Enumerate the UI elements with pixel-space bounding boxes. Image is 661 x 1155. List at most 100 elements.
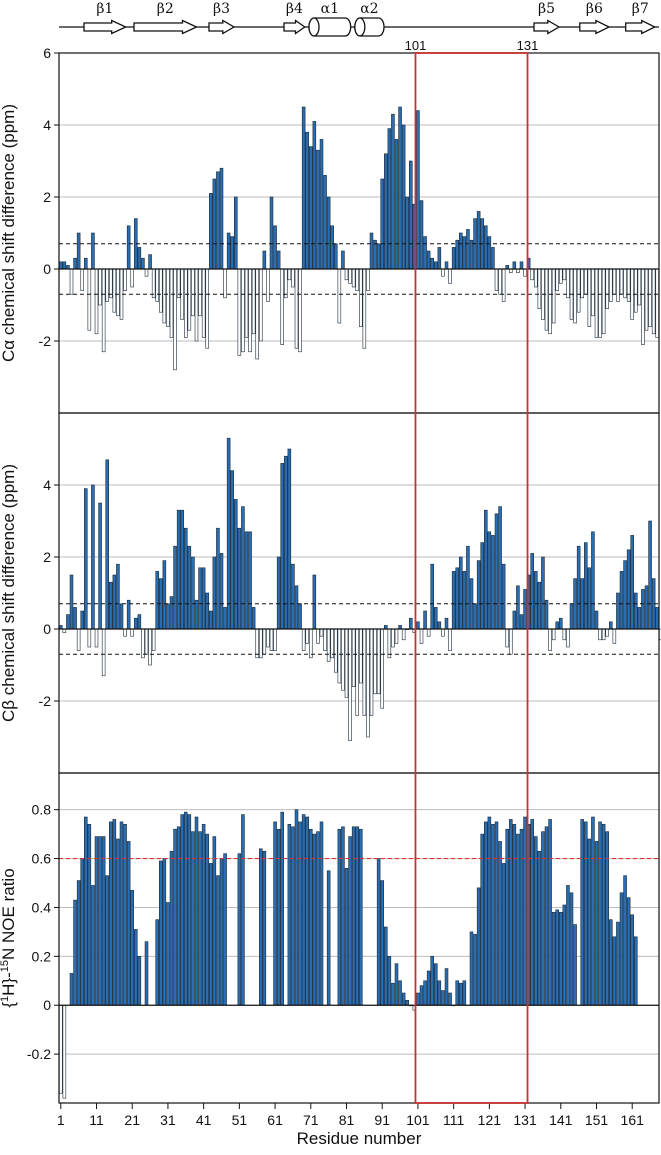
bar: [262, 628, 267, 655]
bar: [473, 934, 477, 1006]
bar: [448, 268, 452, 284]
bar: [176, 268, 181, 299]
bar: [219, 553, 224, 630]
bar: [116, 268, 120, 317]
bar: [191, 556, 195, 630]
bar: [244, 531, 249, 630]
bar: [451, 247, 456, 270]
bar: [519, 828, 524, 1006]
bar: [291, 826, 295, 1006]
bar: [134, 617, 138, 630]
helix-cap: [308, 17, 320, 37]
bar: [241, 814, 245, 1006]
y-tick-label: 0.2: [32, 948, 52, 964]
bar: [487, 531, 492, 630]
bar: [259, 268, 263, 342]
bar: [380, 880, 384, 1006]
bar: [484, 509, 488, 630]
bar: [594, 268, 599, 338]
bar: [301, 814, 306, 1006]
bar: [537, 268, 542, 309]
bar: [244, 268, 249, 338]
ss-label: β5: [538, 1, 555, 17]
bar: [573, 924, 577, 1006]
bar: [534, 268, 538, 288]
bar: [98, 502, 102, 630]
bar: [194, 599, 199, 630]
bar: [637, 268, 642, 306]
bar: [530, 553, 534, 630]
bar: [201, 268, 206, 338]
bar: [162, 268, 167, 324]
bar: [259, 848, 263, 1006]
bar: [98, 268, 102, 306]
panel-frame: [58, 772, 660, 1104]
y-tick-label: 4: [43, 117, 51, 133]
bar: [626, 897, 631, 1006]
bar: [266, 628, 270, 648]
bar: [184, 811, 188, 1006]
bar: [619, 571, 624, 630]
bar: [623, 268, 627, 299]
bar: [159, 268, 163, 313]
bar: [119, 603, 124, 630]
bar: [441, 268, 445, 277]
bar: [566, 268, 570, 299]
bar: [130, 890, 134, 1006]
bar: [451, 571, 456, 630]
bar: [209, 193, 213, 270]
bar: [623, 560, 627, 630]
bar: [84, 488, 88, 630]
bar: [541, 556, 545, 630]
bar: [101, 628, 106, 677]
bar: [419, 628, 424, 644]
bar: [466, 545, 470, 630]
bar: [273, 628, 277, 651]
bar: [91, 484, 95, 630]
bar: [348, 628, 352, 741]
bar: [530, 268, 534, 281]
bar: [362, 268, 367, 349]
bar: [598, 821, 602, 1006]
bar: [291, 268, 295, 288]
strand-arrow: [208, 19, 236, 35]
bar: [648, 520, 652, 630]
highlight-box: [414, 52, 529, 1104]
bar: [359, 828, 363, 1006]
region-start-label: 101: [405, 38, 427, 53]
bar: [634, 592, 638, 630]
bar: [341, 628, 345, 691]
bar: [512, 261, 517, 270]
bar: [494, 268, 499, 291]
bar: [484, 821, 488, 1006]
bar: [430, 563, 434, 630]
bar: [59, 261, 63, 270]
bar: [437, 980, 442, 1006]
bar: [476, 560, 481, 630]
bar: [476, 887, 481, 1006]
bar: [280, 811, 284, 1006]
bar: [126, 225, 131, 270]
bar: [126, 841, 131, 1006]
y-tick-label: -2: [39, 333, 52, 349]
bar: [512, 610, 517, 630]
y-axis-label: Cβ chemical shift difference (ppm): [0, 464, 18, 722]
bar: [519, 614, 524, 630]
bar: [144, 941, 149, 1006]
bar: [398, 106, 402, 270]
x-tick-label: 81: [339, 1112, 355, 1128]
bar: [130, 628, 134, 637]
bar: [380, 628, 384, 709]
bar: [294, 585, 299, 630]
bar: [162, 858, 167, 1006]
bar: [441, 990, 445, 1006]
bar: [591, 531, 595, 630]
bar: [587, 268, 592, 327]
bar: [587, 567, 592, 630]
ss-label: β1: [96, 1, 113, 17]
bar: [416, 992, 420, 1006]
bar: [394, 963, 399, 1006]
bar: [169, 596, 174, 630]
bar: [337, 828, 342, 1006]
bar: [101, 836, 106, 1006]
